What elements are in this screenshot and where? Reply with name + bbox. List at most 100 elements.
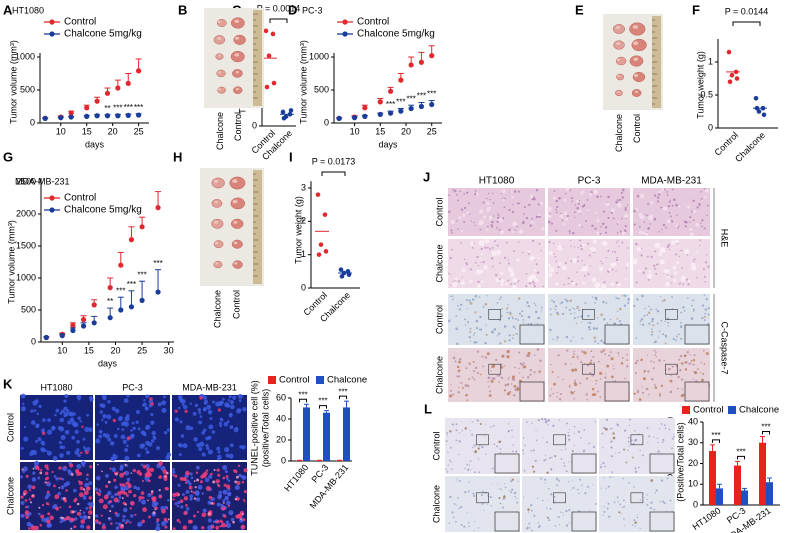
significance-mark: *** <box>386 100 395 109</box>
cell <box>534 304 537 306</box>
cell <box>499 298 501 300</box>
cell <box>621 506 624 509</box>
cell <box>229 443 234 448</box>
cell <box>673 434 675 436</box>
cell <box>189 402 193 406</box>
cell <box>195 471 199 474</box>
cell <box>475 319 479 323</box>
cell <box>669 199 671 202</box>
cell <box>136 486 140 491</box>
cell <box>671 188 674 191</box>
cell <box>506 355 510 359</box>
cell <box>562 378 564 381</box>
cell <box>607 216 610 219</box>
cell <box>98 521 102 525</box>
cell <box>512 284 517 290</box>
cell <box>189 472 193 476</box>
cell <box>97 463 99 466</box>
inset <box>571 453 597 474</box>
cell <box>666 194 669 196</box>
cell <box>28 489 32 492</box>
cell <box>570 245 572 248</box>
cell <box>84 482 90 488</box>
cell <box>499 448 502 450</box>
cell <box>24 510 30 515</box>
cell <box>147 493 152 498</box>
cell <box>613 500 616 503</box>
cell <box>691 265 697 271</box>
cell <box>41 428 45 432</box>
cell <box>564 446 566 448</box>
cell <box>487 225 489 228</box>
cell <box>240 475 244 479</box>
cell <box>450 384 452 386</box>
cell <box>575 322 578 325</box>
cell <box>663 359 666 362</box>
cell <box>553 300 556 303</box>
cell <box>693 378 695 380</box>
cell <box>512 221 518 227</box>
cell <box>471 376 474 379</box>
data-point <box>125 112 131 119</box>
cell <box>580 247 583 251</box>
inset <box>604 324 630 345</box>
cell <box>643 314 646 317</box>
cell <box>512 375 515 379</box>
cell <box>693 258 696 261</box>
cell <box>76 502 80 506</box>
cell <box>574 380 576 382</box>
tumor-highlight <box>218 88 222 91</box>
cell <box>564 363 567 366</box>
cell <box>565 335 569 339</box>
cell <box>124 416 130 422</box>
data-point <box>322 212 328 217</box>
cell <box>501 189 506 194</box>
cell <box>516 258 520 262</box>
cell <box>507 378 510 380</box>
cell <box>53 475 57 478</box>
cell <box>177 406 181 410</box>
cell <box>114 511 118 515</box>
cell <box>604 427 608 431</box>
cell <box>148 515 151 519</box>
cell <box>579 239 582 242</box>
bracket <box>319 405 327 409</box>
p-value: P = 0.0014 <box>257 3 301 13</box>
cell <box>666 219 671 224</box>
cell <box>622 188 625 191</box>
cell <box>661 188 665 192</box>
cell <box>217 408 222 412</box>
cell <box>192 411 197 416</box>
cell <box>504 486 507 489</box>
cell <box>565 187 570 191</box>
cell <box>99 403 104 408</box>
cell <box>589 192 593 196</box>
cell <box>561 265 567 271</box>
cell <box>23 425 27 429</box>
cell <box>506 383 510 386</box>
cell <box>550 468 553 471</box>
cell <box>553 196 557 200</box>
cell <box>559 214 564 219</box>
cell <box>625 262 630 267</box>
cell <box>529 527 531 529</box>
cell <box>646 494 649 496</box>
cell <box>224 470 229 474</box>
cell <box>203 395 208 400</box>
cell <box>600 487 602 489</box>
tumor <box>231 239 243 249</box>
cell <box>602 341 605 344</box>
cell <box>577 256 579 258</box>
micrograph <box>633 239 710 288</box>
cell <box>483 510 485 512</box>
cell <box>60 434 66 441</box>
cell <box>535 430 537 432</box>
inset-box <box>630 434 644 446</box>
cell <box>481 502 484 505</box>
tumor-highlight <box>632 25 639 29</box>
cell <box>617 240 619 242</box>
row-label: Chalcone <box>434 356 444 394</box>
cell <box>687 283 690 286</box>
cell <box>617 501 619 503</box>
cell <box>162 469 167 474</box>
